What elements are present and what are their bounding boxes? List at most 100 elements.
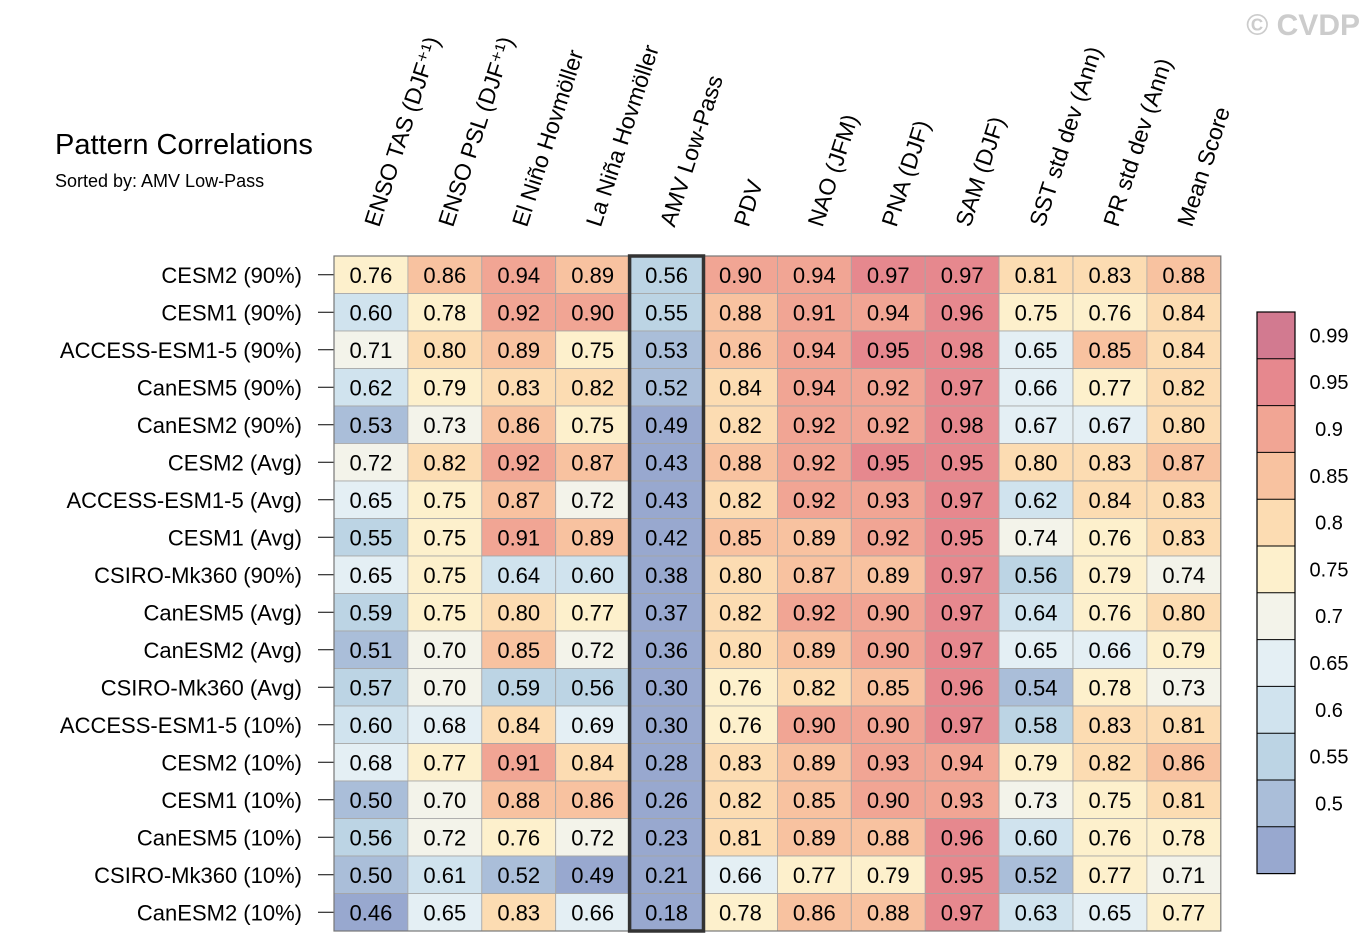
column-header: ENSO TAS (DJF⁺¹) — [359, 33, 445, 229]
heatmap-cell — [555, 405, 631, 444]
cell-value: 0.85 — [867, 675, 910, 700]
heatmap-cell — [777, 893, 852, 932]
cell-value: 0.76 — [497, 825, 540, 850]
cell-value: 0.92 — [497, 450, 540, 475]
column-header: AMV Low-Pass — [655, 72, 728, 230]
cell-value: 0.71 — [1162, 863, 1205, 888]
heatmap-cell — [1072, 480, 1148, 519]
cell-value: 0.97 — [941, 488, 984, 513]
cell-value: 0.92 — [793, 488, 836, 513]
heatmap-cell — [407, 743, 483, 782]
heatmap-cell — [1072, 630, 1148, 669]
heatmap-cell — [555, 893, 631, 932]
cell-value: 0.92 — [867, 413, 910, 438]
heatmap-cell — [555, 668, 631, 707]
heatmap-cell — [629, 818, 704, 857]
cell-value: 0.77 — [1089, 863, 1132, 888]
cell-value: 0.52 — [1015, 863, 1058, 888]
grid-border — [333, 255, 1222, 932]
colorbar-frame — [1256, 311, 1296, 875]
heatmap-cell — [407, 555, 483, 594]
heatmap-cell — [924, 705, 1000, 744]
heatmap-cell — [850, 555, 926, 594]
heatmap-cell — [333, 405, 409, 444]
colorbar-label: 0.85 — [1310, 466, 1349, 488]
cell-value: 0.78 — [1162, 825, 1205, 850]
row-label: CESM2 (10%) — [161, 750, 302, 775]
heatmap-cell — [850, 780, 926, 819]
heatmap-cell — [481, 443, 557, 482]
heatmap-cell — [407, 668, 483, 707]
cell-value: 0.66 — [1015, 375, 1058, 400]
cell-value: 0.88 — [497, 788, 540, 813]
cell-value: 0.86 — [423, 263, 466, 288]
heatmap-cell — [629, 743, 704, 782]
cell-value: 0.93 — [867, 750, 910, 775]
cell-value: 0.66 — [1089, 638, 1132, 663]
heatmap-cell — [333, 593, 409, 632]
heatmap-cell — [703, 255, 778, 294]
column-header: PDV — [728, 176, 768, 230]
cell-value: 0.90 — [867, 788, 910, 813]
heatmap-cell — [1072, 705, 1148, 744]
heatmap-cell — [703, 743, 778, 782]
cell-value: 0.75 — [1089, 788, 1132, 813]
heatmap-cell — [777, 705, 852, 744]
heatmap-cell — [555, 255, 631, 294]
cell-value: 0.97 — [941, 600, 984, 625]
chart-title: Pattern Correlations — [55, 129, 313, 161]
heatmap-cell — [333, 293, 409, 332]
heatmap-cell — [333, 780, 409, 819]
cell-value: 0.96 — [941, 675, 984, 700]
cell-value: 0.89 — [793, 825, 836, 850]
colorbar-segment — [1257, 358, 1295, 406]
cell-value: 0.75 — [423, 525, 466, 550]
cell-value: 0.65 — [1015, 338, 1058, 363]
cell-value: 0.79 — [867, 863, 910, 888]
heatmap-cell — [850, 818, 926, 857]
heatmap-cell — [481, 405, 557, 444]
heatmap-cell — [407, 443, 483, 482]
cell-value: 0.77 — [1089, 375, 1132, 400]
cell-value: 0.75 — [571, 413, 614, 438]
cell-value: 0.89 — [793, 525, 836, 550]
heatmap-cell — [703, 518, 778, 557]
cell-value: 0.83 — [497, 375, 540, 400]
heatmap-cell — [1072, 518, 1148, 557]
heatmap-cell — [777, 668, 852, 707]
cell-value: 0.56 — [1015, 563, 1058, 588]
cell-value: 0.69 — [571, 713, 614, 738]
heatmap-cell — [998, 368, 1074, 407]
colorbar-segment — [1257, 499, 1295, 546]
cell-value: 0.87 — [1162, 450, 1205, 475]
cell-value: 0.85 — [719, 525, 762, 550]
cell-value: 0.72 — [571, 488, 614, 513]
row-label: ACCESS-ESM1-5 (Avg) — [66, 488, 302, 513]
cell-value: 0.74 — [1015, 525, 1058, 550]
watermark: © CVDP — [1246, 9, 1360, 42]
cell-value: 0.46 — [350, 900, 393, 925]
cell-value: 0.49 — [645, 413, 688, 438]
cell-value: 0.84 — [571, 750, 614, 775]
colorbar-label: 0.9 — [1315, 419, 1343, 441]
cell-value: 0.94 — [793, 263, 836, 288]
cell-value: 0.98 — [941, 338, 984, 363]
heatmap-cell — [555, 368, 631, 407]
row-label: CESM1 (10%) — [161, 788, 302, 813]
cell-value: 0.78 — [423, 300, 466, 325]
cell-value: 0.63 — [1015, 900, 1058, 925]
heatmap-cell — [1072, 593, 1148, 632]
cell-value: 0.64 — [497, 563, 540, 588]
heatmap-cell — [777, 555, 852, 594]
cell-value: 0.78 — [719, 900, 762, 925]
heatmap-cell — [1146, 630, 1222, 669]
cell-value: 0.57 — [350, 675, 393, 700]
cell-value: 0.92 — [867, 375, 910, 400]
row-label: CanESM2 (10%) — [137, 900, 302, 925]
row-label: CSIRO-Mk360 (Avg) — [101, 675, 302, 700]
row-label: CSIRO-Mk360 (10%) — [94, 863, 302, 888]
cell-value: 0.68 — [423, 713, 466, 738]
heatmap-cell — [1072, 668, 1148, 707]
cell-value: 0.76 — [1089, 300, 1132, 325]
highlighted-column-box — [627, 254, 706, 933]
